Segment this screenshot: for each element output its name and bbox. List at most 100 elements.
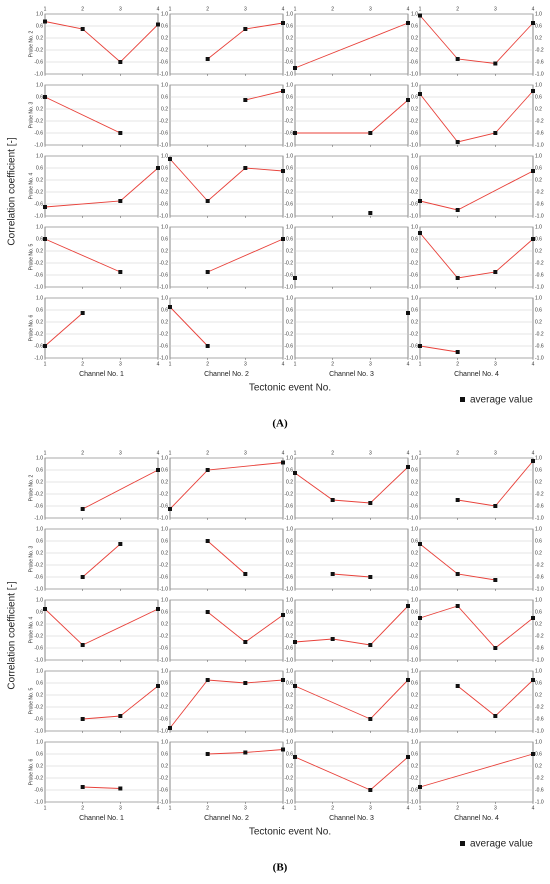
y-tick-label: -0.6 bbox=[409, 343, 418, 349]
marker bbox=[418, 231, 422, 235]
marker bbox=[293, 640, 297, 644]
y-tick-label: 1.0 bbox=[36, 295, 43, 301]
y-tick-label: -1.0 bbox=[535, 586, 544, 592]
y-tick-label: -0.2 bbox=[159, 704, 168, 710]
y-tick-label: 0.2 bbox=[535, 248, 542, 254]
x-tick-label: 4 bbox=[157, 6, 160, 12]
y-tick-label: -0.2 bbox=[34, 118, 43, 124]
y-tick-label: 0.6 bbox=[411, 538, 418, 544]
marker bbox=[493, 61, 498, 66]
marker bbox=[418, 542, 422, 546]
y-tick-label: 0.6 bbox=[161, 467, 168, 473]
marker bbox=[205, 57, 210, 61]
y-tick-label: 1.0 bbox=[36, 82, 43, 88]
column-label: Channel No. 3 bbox=[329, 815, 374, 822]
x-tick-label: 1 bbox=[44, 361, 47, 367]
marker bbox=[455, 140, 460, 144]
y-tick-label: 0.2 bbox=[411, 106, 418, 112]
x-tick-label: 4 bbox=[407, 361, 410, 367]
marker bbox=[43, 205, 47, 209]
panel-frame bbox=[44, 528, 159, 590]
y-tick-label: 0.2 bbox=[535, 763, 542, 769]
y-tick-label: -0.2 bbox=[159, 260, 168, 266]
y-tick-label: -1.0 bbox=[284, 355, 293, 361]
marker bbox=[455, 684, 460, 688]
panel-frame bbox=[44, 226, 159, 288]
y-tick-label: -1.0 bbox=[34, 213, 43, 219]
y-tick-label: -0.6 bbox=[409, 503, 418, 509]
y-tick-label: -0.6 bbox=[535, 343, 544, 349]
y-tick-label: -0.6 bbox=[535, 272, 544, 278]
y-tick-label: 1.0 bbox=[161, 668, 168, 674]
y-tick-label: -0.6 bbox=[159, 272, 168, 278]
y-tick-label: 0.2 bbox=[286, 106, 293, 112]
y-tick-label: 0.6 bbox=[286, 680, 293, 686]
line bbox=[419, 605, 534, 649]
line bbox=[294, 605, 409, 646]
legend-marker bbox=[460, 397, 465, 402]
x-tick-label: 4 bbox=[282, 450, 285, 456]
x-tick-label: 3 bbox=[244, 361, 247, 367]
y-tick-label: 1.0 bbox=[161, 295, 168, 301]
y-tick-label: -0.6 bbox=[159, 574, 168, 580]
marker bbox=[493, 270, 498, 274]
marker bbox=[293, 755, 297, 759]
marker bbox=[406, 311, 410, 315]
marker bbox=[455, 572, 460, 576]
panel-frame bbox=[44, 297, 159, 359]
marker bbox=[281, 89, 285, 93]
line bbox=[419, 345, 458, 353]
y-tick-label: 0.2 bbox=[161, 319, 168, 325]
line bbox=[44, 312, 83, 347]
y-tick-label: -1.0 bbox=[34, 142, 43, 148]
y-tick-label: -1.0 bbox=[159, 213, 168, 219]
y-tick-label: -1.0 bbox=[535, 657, 544, 663]
marker bbox=[406, 604, 410, 608]
marker bbox=[330, 572, 335, 576]
panel-frame bbox=[169, 741, 284, 803]
y-tick-label: -0.6 bbox=[409, 787, 418, 793]
row-label: Probe No. 4 bbox=[28, 172, 34, 199]
y-tick-label: -0.2 bbox=[159, 331, 168, 337]
y-tick-label: -1.0 bbox=[284, 586, 293, 592]
panel-frame bbox=[294, 226, 409, 288]
marker bbox=[330, 498, 335, 502]
y-tick-label: 0.6 bbox=[411, 307, 418, 313]
x-tick-label: 1 bbox=[169, 6, 172, 12]
x-tick-label: 1 bbox=[419, 361, 422, 367]
y-tick-label: -1.0 bbox=[159, 586, 168, 592]
y-tick-label: -1.0 bbox=[409, 71, 418, 77]
marker bbox=[293, 471, 297, 475]
panel-frame bbox=[419, 13, 534, 75]
line bbox=[169, 306, 208, 347]
y-tick-label: 1.0 bbox=[36, 11, 43, 17]
y-tick-label: 1.0 bbox=[36, 668, 43, 674]
y-tick-label: -1.0 bbox=[284, 142, 293, 148]
x-tick-label: 3 bbox=[369, 450, 372, 456]
y-tick-label: -0.6 bbox=[34, 343, 43, 349]
y-tick-label: -0.2 bbox=[284, 775, 293, 781]
y-tick-label: -1.0 bbox=[535, 213, 544, 219]
marker bbox=[455, 208, 460, 212]
y-tick-label: -1.0 bbox=[284, 213, 293, 219]
row-label: Probe No. 3 bbox=[28, 101, 34, 128]
marker bbox=[43, 95, 47, 99]
y-tick-label: -0.2 bbox=[34, 633, 43, 639]
y-tick-label: -1.0 bbox=[535, 142, 544, 148]
marker bbox=[455, 350, 460, 354]
y-tick-label: -0.6 bbox=[535, 503, 544, 509]
marker bbox=[281, 678, 285, 682]
x-tick-label: 3 bbox=[244, 450, 247, 456]
marker bbox=[80, 717, 85, 721]
marker bbox=[205, 539, 210, 543]
y-tick-label: 1.0 bbox=[411, 526, 418, 532]
panel-frame bbox=[419, 741, 534, 803]
x-tick-label: 4 bbox=[282, 361, 285, 367]
x-tick-label: 2 bbox=[81, 805, 84, 811]
y-tick-label: -0.6 bbox=[535, 59, 544, 65]
y-tick-label: 0.2 bbox=[286, 550, 293, 556]
y-tick-label: 1.0 bbox=[535, 11, 542, 17]
y-tick-label: 0.2 bbox=[286, 621, 293, 627]
y-tick-label: 0.6 bbox=[36, 165, 43, 171]
y-tick-label: 0.6 bbox=[286, 307, 293, 313]
